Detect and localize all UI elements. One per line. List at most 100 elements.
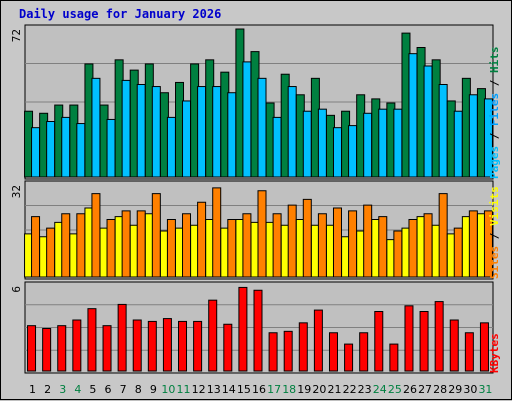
x-tick-label-day-10: 10 <box>161 383 175 396</box>
bar-kbytes-day-28 <box>434 301 444 372</box>
x-tick-label-day-23: 23 <box>358 383 372 396</box>
x-tick-label-day-14: 14 <box>222 383 236 396</box>
x-tick-label-day-27: 27 <box>418 383 432 396</box>
x-tick-label-day-7: 7 <box>120 383 127 396</box>
bar-sites-day-22 <box>348 210 358 278</box>
legend-part: KBytes <box>488 333 501 373</box>
bar-sites-day-26 <box>408 219 418 278</box>
x-tick-label-day-1: 1 <box>29 383 36 396</box>
bar-files-day-9 <box>151 86 161 178</box>
bar-kbytes-day-17 <box>268 332 278 372</box>
bar-sites-day-13 <box>212 187 222 278</box>
bar-kbytes-day-2 <box>42 328 52 372</box>
bar-files-day-14 <box>227 92 237 178</box>
x-tick-label-day-28: 28 <box>433 383 447 396</box>
bar-kbytes-day-12 <box>193 320 203 372</box>
legend-part: Visits <box>488 186 501 226</box>
x-tick-label-day-16: 16 <box>252 383 266 396</box>
bar-files-day-19 <box>302 110 312 178</box>
legend-part: Pages <box>488 146 501 179</box>
bar-kbytes-day-9 <box>147 320 157 372</box>
bar-files-day-6 <box>106 118 116 178</box>
bar-sites-day-17 <box>272 213 282 278</box>
bar-kbytes-day-13 <box>208 299 218 372</box>
bar-kbytes-day-18 <box>283 330 293 372</box>
bar-kbytes-day-23 <box>359 332 369 372</box>
bar-sites-day-10 <box>166 219 176 278</box>
bar-kbytes-day-14 <box>223 323 233 372</box>
x-tick-label-day-6: 6 <box>105 383 112 396</box>
bar-kbytes-day-26 <box>404 305 414 372</box>
bar-sites-day-4 <box>76 213 86 278</box>
bar-sites-day-2 <box>46 227 56 278</box>
bar-files-day-8 <box>136 84 146 178</box>
bar-sites-day-9 <box>151 193 161 278</box>
bar-files-day-4 <box>76 123 86 178</box>
bar-files-day-22 <box>348 125 358 178</box>
bar-sites-day-19 <box>302 198 312 278</box>
bar-sites-day-6 <box>106 219 116 278</box>
bar-sites-day-28 <box>438 193 448 278</box>
bar-files-day-1 <box>31 127 41 178</box>
x-tick-label-day-22: 22 <box>343 383 357 396</box>
bar-files-day-7 <box>121 79 131 178</box>
panel-1-y-max-label: 72 <box>10 29 23 42</box>
panel-3-legend: KBytes <box>488 333 501 373</box>
bar-files-day-16 <box>257 77 267 178</box>
bar-sites-day-3 <box>61 213 71 278</box>
bar-sites-day-14 <box>227 219 237 278</box>
legend-part: Sites <box>488 246 501 279</box>
bar-sites-day-27 <box>423 213 433 278</box>
bar-files-day-3 <box>61 116 71 178</box>
bar-kbytes-day-22 <box>344 343 354 372</box>
x-tick-label-day-24: 24 <box>373 383 387 396</box>
bar-files-day-21 <box>332 127 342 178</box>
bar-sites-day-16 <box>257 190 267 278</box>
x-tick-label-day-21: 21 <box>327 383 341 396</box>
bar-sites-day-31 <box>483 210 493 278</box>
bar-sites-day-30 <box>468 210 478 278</box>
panel-1-legend: Pages / Files / Hits <box>488 47 501 180</box>
bar-files-day-5 <box>91 77 101 178</box>
bar-files-day-15 <box>242 61 252 178</box>
bar-kbytes-day-7 <box>117 303 127 372</box>
bar-kbytes-day-16 <box>253 289 263 372</box>
panel-2-y-max-label: 32 <box>10 185 23 198</box>
bar-files-day-12 <box>197 86 207 178</box>
bar-files-day-25 <box>393 108 403 178</box>
bar-files-day-2 <box>46 121 56 178</box>
bar-kbytes-day-1 <box>27 325 37 372</box>
x-tick-label-day-18: 18 <box>282 383 296 396</box>
bar-files-day-24 <box>378 108 388 178</box>
x-tick-label-day-29: 29 <box>448 383 462 396</box>
x-tick-label-day-19: 19 <box>297 383 311 396</box>
x-tick-label-day-4: 4 <box>74 383 81 396</box>
x-tick-label-day-26: 26 <box>403 383 417 396</box>
bar-sites-day-12 <box>197 201 207 278</box>
legend-part: Hits <box>488 47 501 74</box>
bar-kbytes-day-5 <box>87 308 97 372</box>
legend-part: / <box>488 73 501 93</box>
bar-files-day-28 <box>438 84 448 178</box>
bar-files-day-29 <box>453 110 463 178</box>
x-tick-label-day-13: 13 <box>207 383 221 396</box>
bar-kbytes-day-3 <box>57 325 67 372</box>
bar-sites-day-8 <box>136 210 146 278</box>
x-tick-label-day-3: 3 <box>59 383 66 396</box>
x-tick-label-day-25: 25 <box>388 383 402 396</box>
bar-kbytes-day-11 <box>178 320 188 372</box>
bar-files-day-23 <box>363 112 373 178</box>
x-tick-label-day-9: 9 <box>150 383 157 396</box>
x-tick-label-day-8: 8 <box>135 383 142 396</box>
bar-kbytes-day-10 <box>162 318 172 372</box>
bar-sites-day-11 <box>182 213 192 278</box>
bar-sites-day-23 <box>363 204 373 278</box>
bar-sites-day-18 <box>287 204 297 278</box>
bar-files-day-11 <box>182 100 192 178</box>
bar-files-day-10 <box>166 116 176 178</box>
bar-kbytes-day-8 <box>132 319 142 372</box>
panel-3-y-max-label: 6 <box>10 286 23 293</box>
bar-kbytes-day-30 <box>464 332 474 372</box>
